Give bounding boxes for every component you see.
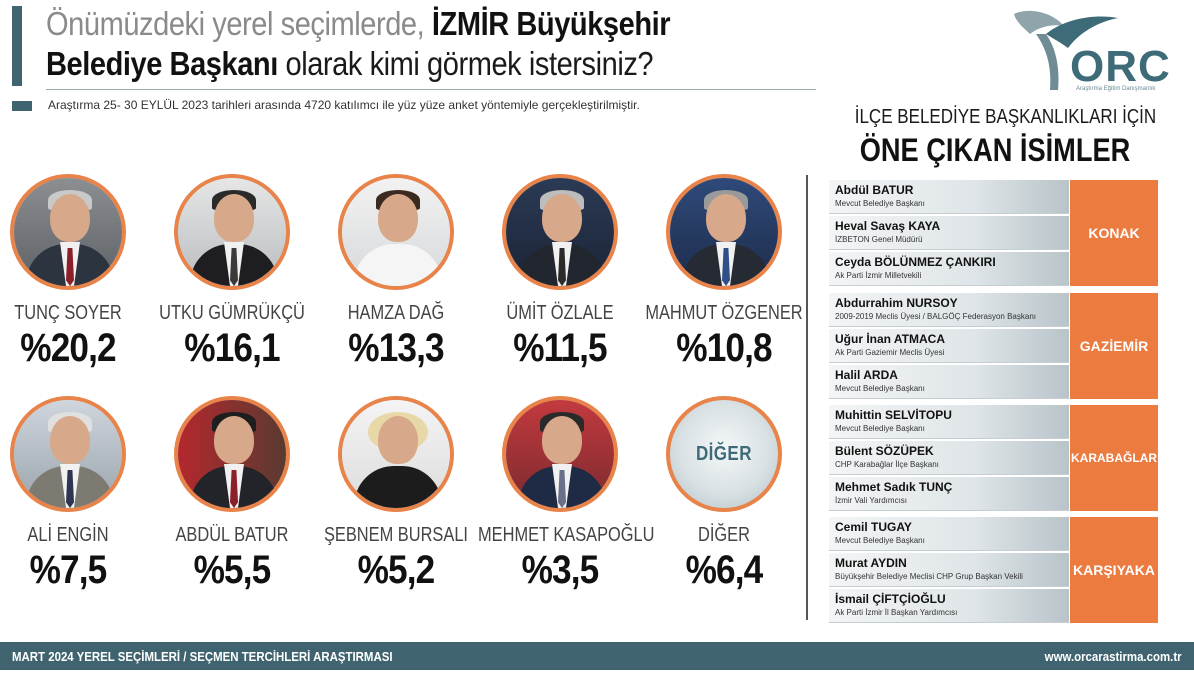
logo-tagline: Araştırma Eğitim Danışmanlık xyxy=(1076,86,1156,92)
candidate-name: TUNÇ SOYER xyxy=(14,302,122,324)
candidate-percent: %7,5 xyxy=(29,548,108,592)
district-group-konak: Abdül BATUR Mevcut Belediye Başkanı Heval… xyxy=(829,180,1159,286)
footer-website-link[interactable]: www.orcarastirma.com.tr xyxy=(1045,649,1182,664)
candidate-name: MEHMET KASAPOĞLU xyxy=(478,524,655,546)
person-role: Büyükşehir Belediye Meclisi CHP Grup Baş… xyxy=(835,572,1023,581)
survey-note: Araştırma 25- 30 EYLÜL 2023 tarihleri ar… xyxy=(48,98,640,112)
person-row: Cemil TUGAY Mevcut Belediye Başkanı xyxy=(829,517,1069,551)
orc-logo-icon xyxy=(1014,10,1118,90)
candidate-photo-mahmut-ozgener xyxy=(666,174,782,290)
candidate-name: HAMZA DAĞ xyxy=(347,302,445,324)
person-name: Muhittin SELVİTOPU xyxy=(835,408,952,422)
person-name: Heval Savaş KAYA xyxy=(835,219,941,233)
footer-bar xyxy=(0,642,1194,670)
candidate-percent: %3,5 xyxy=(521,548,600,592)
person-name: Bülent SÖZÜPEK xyxy=(835,444,934,458)
person-role: Mevcut Belediye Başkanı xyxy=(835,199,925,208)
person-row: Heval Savaş KAYA İZBETON Genel Müdürü xyxy=(829,216,1069,250)
candidate-name: UTKU GÜMRÜKÇÜ xyxy=(159,302,305,324)
candidate-percent: %10,8 xyxy=(676,326,772,370)
candidate-percent: %11,5 xyxy=(513,326,607,370)
district-label: KONAK xyxy=(1070,180,1158,286)
district-group-gaziemir: Abdurrahim NURSOY 2009-2019 Meclis Üyesi … xyxy=(829,293,1159,399)
person-name: Abdül BATUR xyxy=(835,183,914,197)
title-line-1-bold: İZMİR Büyükşehir xyxy=(431,5,671,42)
person-row: Bülent SÖZÜPEK CHP Karabağlar İlçe Başkan… xyxy=(829,441,1069,475)
candidate-name: ABDÜL BATUR xyxy=(175,524,289,546)
candidate-photo-sebnem-bursali xyxy=(338,396,454,512)
candidate-name: DİĞER xyxy=(698,524,750,546)
district-label: KARŞIYAKA xyxy=(1070,517,1158,623)
candidate-photo-utku-gumrukcu xyxy=(174,174,290,290)
person-row: İsmail ÇİFTÇİOĞLU Ak Parti İzmir İl Başka… xyxy=(829,589,1069,623)
candidate-name: ALİ ENGİN xyxy=(27,524,109,546)
person-name: Abdurrahim NURSOY xyxy=(835,296,958,310)
candidate-name: MAHMUT ÖZGENER xyxy=(645,302,803,324)
other-circle: DİĞER xyxy=(666,396,782,512)
person-role: İZBETON Genel Müdürü xyxy=(835,235,923,244)
person-role: Mevcut Belediye Başkanı xyxy=(835,384,925,393)
person-row: Abdurrahim NURSOY 2009-2019 Meclis Üyesi … xyxy=(829,293,1069,327)
person-name: Mehmet Sadık TUNÇ xyxy=(835,480,953,494)
person-row: Halil ARDA Mevcut Belediye Başkanı xyxy=(829,365,1069,399)
candidate-percent: %20,2 xyxy=(20,326,116,370)
title-line-2-bold: Belediye Başkanı xyxy=(46,45,278,82)
title-line-1-light: Önümüzdeki yerel seçimlerde, xyxy=(46,5,432,42)
person-row: Murat AYDIN Büyükşehir Belediye Meclisi C… xyxy=(829,553,1069,587)
candidate-percent: %5,5 xyxy=(193,548,272,592)
title-line-2: Belediye Başkanı olarak kimi görmek iste… xyxy=(46,44,715,84)
candidate-name: ÜMİT ÖZLALE xyxy=(506,302,614,324)
person-role: İzmir Vali Yardımcısı xyxy=(835,496,908,505)
title-accent-bar xyxy=(12,6,22,86)
panel-title-line-1: İLÇE BELEDİYE BAŞKANLIKLARI İÇİN xyxy=(854,106,1157,128)
candidate-photo-umit-ozlale xyxy=(502,174,618,290)
candidate-percent: %13,3 xyxy=(348,326,444,370)
person-role: Ak Parti İzmir Milletvekili xyxy=(835,271,922,280)
candidate-photo-hamza-dag xyxy=(338,174,454,290)
candidate-photo-ali-engin xyxy=(10,396,126,512)
other-circle-label: DİĞER xyxy=(696,442,752,465)
logo-wordmark: ORC xyxy=(1070,42,1171,91)
person-name: Cemil TUGAY xyxy=(835,520,912,534)
district-label: KARABAĞLAR xyxy=(1070,405,1158,511)
candidate-name: ŞEBNEM BURSALI xyxy=(323,524,468,546)
person-role: Ak Parti İzmir İl Başkan Yardımcısı xyxy=(835,608,958,617)
person-name: Ceyda BÖLÜNMEZ ÇANKIRI xyxy=(835,255,996,269)
person-role: Mevcut Belediye Başkanı xyxy=(835,424,925,433)
panel-divider xyxy=(806,175,808,620)
header-divider xyxy=(46,89,816,90)
person-role: CHP Karabağlar İlçe Başkanı xyxy=(835,460,939,469)
panel-title-line-2: ÖNE ÇIKAN İSİMLER xyxy=(859,132,1131,168)
person-name: İsmail ÇİFTÇİOĞLU xyxy=(835,592,946,606)
person-name: Murat AYDIN xyxy=(835,556,907,570)
person-row: Uğur İnan ATMACA Ak Parti Gaziemir Meclis… xyxy=(829,329,1069,363)
candidate-photo-abdul-batur xyxy=(174,396,290,512)
district-label: GAZİEMİR xyxy=(1070,293,1158,399)
footer-study-title: MART 2024 YEREL SEÇİMLERİ / SEÇMEN TERCİ… xyxy=(12,649,393,664)
candidate-percent: %16,1 xyxy=(184,326,280,370)
person-row: Ceyda BÖLÜNMEZ ÇANKIRI Ak Parti İzmir Mil… xyxy=(829,252,1069,286)
title-line-2-rest: olarak kimi görmek istersiniz? xyxy=(277,45,654,82)
title-line-1: Önümüzdeki yerel seçimlerde, İZMİR Büyük… xyxy=(46,4,715,44)
person-row: Muhittin SELVİTOPU Mevcut Belediye Başkan… xyxy=(829,405,1069,439)
district-group-karabaglar: Muhittin SELVİTOPU Mevcut Belediye Başkan… xyxy=(829,405,1159,511)
person-name: Halil ARDA xyxy=(835,368,898,382)
person-row: Mehmet Sadık TUNÇ İzmir Vali Yardımcısı xyxy=(829,477,1069,511)
page-title: Önümüzdeki yerel seçimlerde, İZMİR Büyük… xyxy=(46,4,806,84)
person-role: Ak Parti Gaziemir Meclis Üyesi xyxy=(835,348,945,357)
subtitle-accent-bar xyxy=(12,101,32,111)
person-role: 2009-2019 Meclis Üyesi / BALGÖÇ Federasy… xyxy=(835,312,1036,321)
candidate-percent: %5,2 xyxy=(357,548,436,592)
person-role: Mevcut Belediye Başkanı xyxy=(835,536,925,545)
person-row: Abdül BATUR Mevcut Belediye Başkanı xyxy=(829,180,1069,214)
candidate-photo-mehmet-kasapoglu xyxy=(502,396,618,512)
candidate-photo-tunc-soyer xyxy=(10,174,126,290)
candidate-percent: %6,4 xyxy=(685,548,764,592)
district-group-karsiyaka: Cemil TUGAY Mevcut Belediye Başkanı Murat… xyxy=(829,517,1159,623)
person-name: Uğur İnan ATMACA xyxy=(835,332,945,346)
